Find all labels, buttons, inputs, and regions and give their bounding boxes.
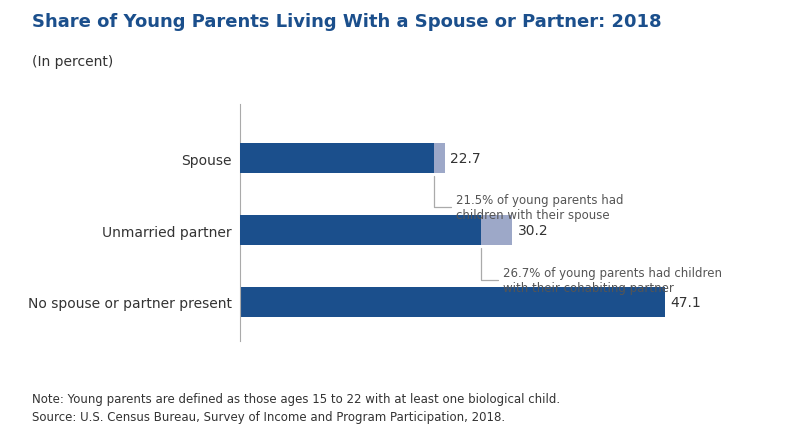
Text: Note: Young parents are defined as those ages 15 to 22 with at least one biologi: Note: Young parents are defined as those… [32,392,560,423]
Text: 26.7% of young parents had children
with their cohabiting partner: 26.7% of young parents had children with… [481,248,722,294]
Bar [240,215,481,246]
Text: (In percent): (In percent) [32,55,114,69]
Bar [240,144,445,174]
Bar [240,144,434,174]
Text: 21.5% of young parents had
children with their spouse: 21.5% of young parents had children with… [434,177,624,221]
Text: 30.2: 30.2 [518,223,548,237]
Bar [240,287,665,317]
Text: 22.7: 22.7 [450,152,481,166]
Text: 47.1: 47.1 [670,295,701,309]
Bar [240,215,512,246]
Text: Share of Young Parents Living With a Spouse or Partner: 2018: Share of Young Parents Living With a Spo… [32,13,662,31]
